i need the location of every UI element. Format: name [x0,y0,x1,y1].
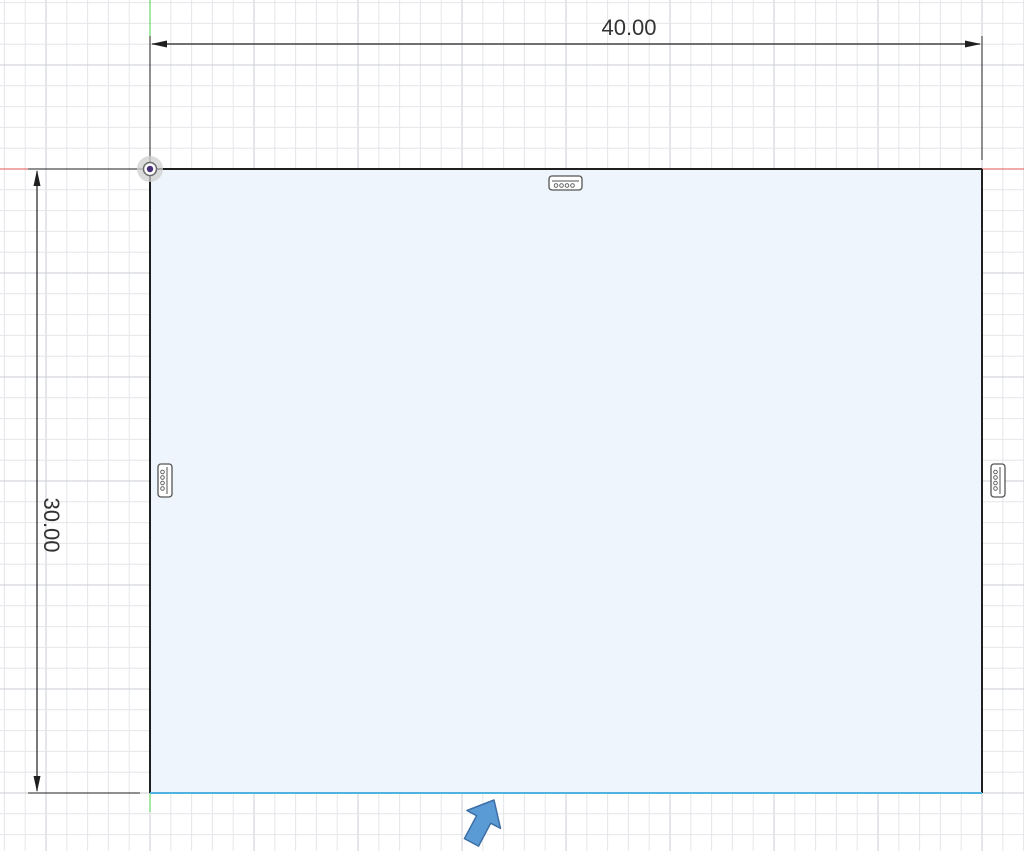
rectangle-profile[interactable] [150,169,982,793]
width-dimension-arrow-right [965,40,981,48]
vertical-constraint-icon-left[interactable] [157,463,173,498]
height-dimension-value[interactable]: 30.00 [39,497,64,552]
width-dimension-arrow-left [151,40,167,48]
width-dimension[interactable]: 40.00 [149,15,983,169]
height-dimension[interactable]: 30.00 [28,168,150,794]
horizontal-constraint-icon[interactable] [548,175,583,191]
width-dimension-value[interactable]: 40.00 [601,15,656,40]
height-dimension-arrow-bottom [33,776,41,792]
vertical-constraint-icon-right[interactable] [990,463,1006,498]
origin-point-icon[interactable] [137,156,163,182]
arrow-cursor-icon [463,799,502,847]
height-dimension-arrow-top [33,170,41,186]
